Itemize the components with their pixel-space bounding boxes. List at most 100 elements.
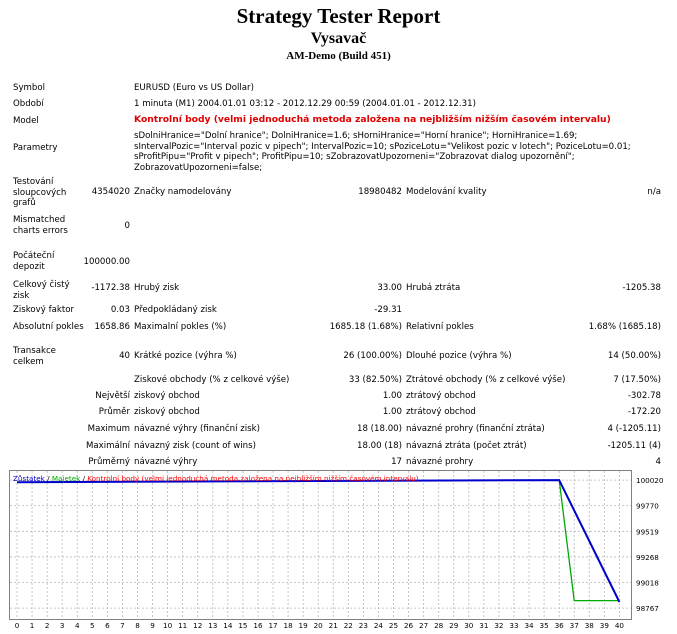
- net-profit-label: Celkový čistý zisk: [13, 280, 70, 301]
- period-label: Období: [13, 99, 44, 109]
- deposit-value: 100000.00: [83, 257, 130, 267]
- x-tick-label: 7: [120, 621, 125, 630]
- params-label: Parametry: [13, 143, 58, 153]
- x-tick-label: 26: [404, 621, 414, 630]
- legend-equity: Majetek: [52, 474, 81, 483]
- x-tick-label: 10: [163, 621, 173, 630]
- x-tick-label: 22: [344, 621, 353, 630]
- model-value: Kontrolní body (velmi jednoduchá metoda …: [134, 114, 611, 125]
- x-tick-label: 11: [178, 621, 187, 630]
- long-positions-label: Dlouhé pozice (výhra %): [406, 351, 512, 361]
- total-trades-label: Transakce celkem: [13, 346, 56, 367]
- x-tick-label: 35: [540, 621, 549, 630]
- y-tick-label: 99018: [636, 579, 659, 588]
- ticks-label: Značky namodelovány: [134, 187, 232, 197]
- relative-drawdown-label: Relativní pokles: [406, 322, 474, 332]
- x-tick-label: 18: [284, 621, 294, 630]
- expected-payoff-label: Předpokládaný zisk: [134, 305, 217, 315]
- average-consecutive-losses-value: 4: [655, 457, 661, 467]
- average-consecutive-losses-label: návazné prohry: [406, 457, 474, 467]
- legend-separator-2: /: [80, 474, 87, 483]
- x-tick-label: 20: [314, 621, 324, 630]
- max-consecutive-wins-value: 18 (18.00): [357, 424, 402, 434]
- x-tick-label: 1: [30, 621, 35, 630]
- y-tick-label: 99770: [636, 502, 659, 511]
- x-tick-label: 36: [555, 621, 565, 630]
- max-drawdown-label: Maximalní pokles (%): [134, 322, 227, 332]
- profit-trades-value: 33 (82.50%): [348, 375, 402, 385]
- x-tick-label: 31: [479, 621, 488, 630]
- largest-profit-value: 1.00: [382, 391, 402, 401]
- x-tick-label: 6: [105, 621, 110, 630]
- x-tick-label: 14: [223, 621, 233, 630]
- balance-chart: 0 1 2 3 4 5 6 7 8 9 10 11 12 13 14 15 16 17 18 19 20 21 22 23 24…: [9, 470, 669, 632]
- x-tick-label: 16: [253, 621, 263, 630]
- x-tick-label: 13: [208, 621, 217, 630]
- plot-frame: [9, 470, 632, 620]
- profit-factor-value: 0.03: [110, 305, 130, 315]
- y-tick-label: 100020: [636, 476, 664, 485]
- x-tick-label: 3: [60, 621, 65, 630]
- average-consecutive-wins-label: návazné výhry: [134, 457, 198, 467]
- balance-line: [16, 479, 621, 603]
- profit-factor-label: Ziskový faktor: [13, 305, 75, 315]
- x-tick-label: 37: [570, 621, 579, 630]
- total-trades-value: 40: [119, 351, 130, 361]
- y-tick-label: 99268: [636, 553, 659, 562]
- chart-legend: Zůstatek / Majetek / Kontrolní body (vel…: [13, 474, 419, 483]
- x-tick-label: 5: [90, 621, 95, 630]
- average-consecutive-wins-value: 17: [391, 457, 402, 467]
- balance-chart-svg: 0 1 2 3 4 5 6 7 8 9 10 11 12 13 14 15 16 17 18 19 20 21 22 23 24…: [9, 470, 664, 630]
- y-tick-label: 98767: [636, 604, 659, 613]
- model-label: Model: [13, 116, 39, 126]
- maximum-prefix: Maximum: [87, 424, 130, 434]
- account-name: AM-Demo (Build 451): [286, 50, 391, 62]
- maximal-consecutive-loss-value: -1205.11 (4): [607, 441, 661, 451]
- symbol-value: EURUSD (Euro vs US Dollar): [134, 83, 254, 93]
- max-drawdown-value: 1685.18 (1.68%): [329, 322, 402, 332]
- x-tick-label: 17: [268, 621, 277, 630]
- absolute-drawdown-label: Absolutní pokles: [13, 322, 84, 332]
- x-tick-label: 34: [524, 621, 534, 630]
- x-tick-label: 0: [15, 621, 20, 630]
- largest-prefix: Největší: [95, 391, 130, 401]
- bars-label: Testování sloupcových grafů: [13, 177, 67, 208]
- x-tick-label: 28: [434, 621, 444, 630]
- quality-label: Modelování kvality: [406, 187, 487, 197]
- x-tick-label: 40: [615, 621, 625, 630]
- x-tick-label: 25: [389, 621, 398, 630]
- profit-trades-label: Ziskové obchody (% z celkové výše): [134, 375, 290, 385]
- average-profit-label: ziskový obchod: [134, 407, 200, 417]
- largest-loss-value: -302.78: [627, 391, 661, 401]
- period-value: 1 minuta (M1) 2004.01.01 03:12 - 2012.12…: [134, 99, 476, 109]
- short-positions-label: Krátké pozice (výhra %): [134, 351, 237, 361]
- legend-model: Kontrolní body (velmi jednoduchá metoda …: [87, 474, 418, 483]
- bars-value: 4354020: [91, 187, 130, 197]
- net-profit-value: -1172.38: [91, 283, 130, 293]
- maximal-consecutive-profit-label: návazný zisk (count of wins): [134, 441, 256, 451]
- average-loss-label: ztrátový obchod: [406, 407, 476, 417]
- legend-balance: Zůstatek: [13, 474, 46, 483]
- maximal-prefix: Maximální: [85, 441, 130, 451]
- x-tick-label: 24: [374, 621, 384, 630]
- x-tick-label: 32: [494, 621, 503, 630]
- legend-separator-1: /: [45, 474, 52, 483]
- loss-trades-label: Ztrátové obchody (% z celkové výše): [406, 375, 566, 385]
- x-tick-label: 9: [150, 621, 155, 630]
- y-tick-label: 99519: [636, 527, 659, 536]
- x-tick-label: 30: [464, 621, 474, 630]
- symbol-label: Symbol: [13, 83, 46, 93]
- largest-profit-label: ziskový obchod: [134, 391, 200, 401]
- average-loss-value: -172.20: [627, 407, 661, 417]
- average-profit-value: 1.00: [382, 407, 402, 417]
- x-tick-label: 38: [585, 621, 595, 630]
- x-tick-label: 12: [193, 621, 202, 630]
- expected-payoff-value: -29.31: [374, 305, 402, 315]
- x-tick-label: 4: [75, 621, 80, 630]
- x-tick-label: 8: [135, 621, 140, 630]
- x-tick-label: 2: [45, 621, 50, 630]
- params-value: sDolniHranice="Dolní hranice"; DolniHran…: [134, 131, 631, 173]
- max-consecutive-losses-value: 4 (-1205.11): [607, 424, 661, 434]
- quality-value: n/a: [647, 187, 661, 197]
- mismatch-label: Mismatched charts errors: [13, 215, 68, 236]
